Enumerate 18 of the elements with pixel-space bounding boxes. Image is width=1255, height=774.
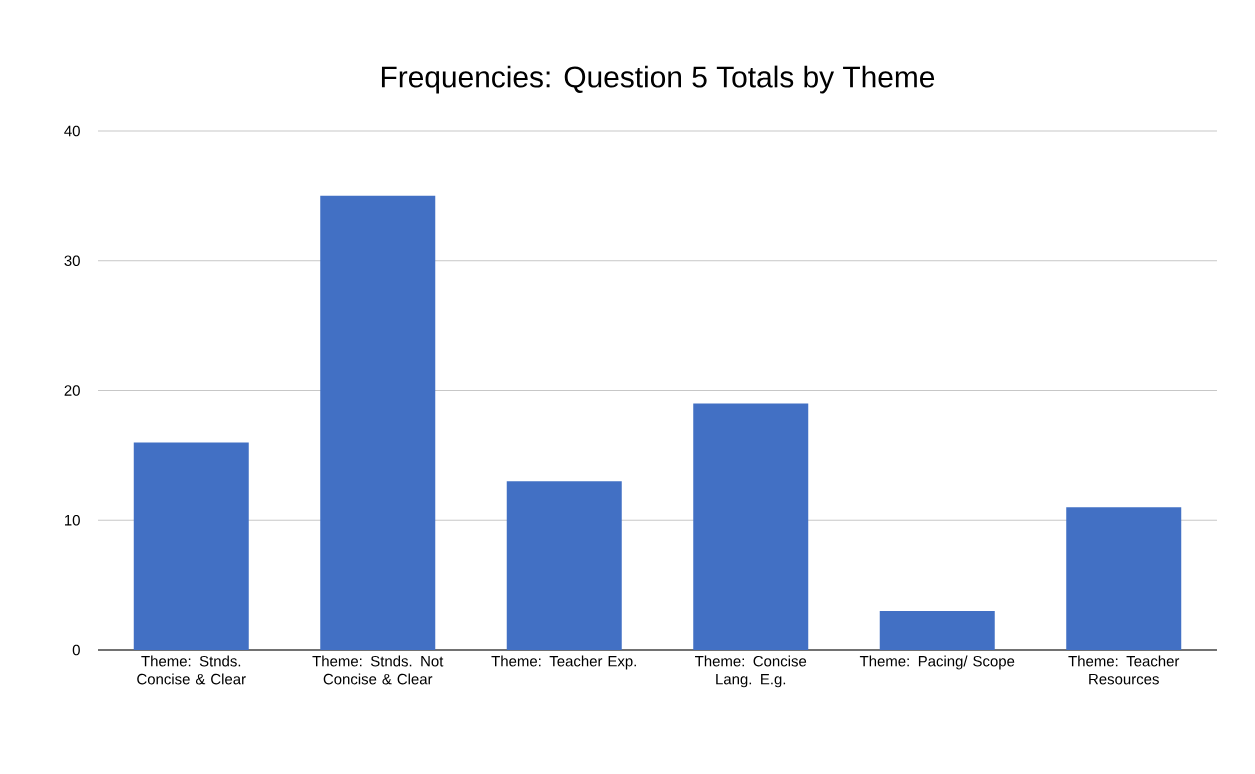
y-tick-label: 40 [64, 125, 80, 137]
bar [133, 442, 249, 650]
y-tick-label: 20 [64, 385, 80, 396]
bar [693, 403, 809, 650]
x-tick-label: Theme: Stnds. Concise & Clear [137, 655, 246, 685]
y-tick-label: 10 [65, 514, 80, 526]
bar [320, 195, 436, 650]
x-tick-label: Theme: Concise Lang. E.g. [695, 655, 807, 688]
x-tick-label: Theme: Stnds. Not Concise & Clear [312, 655, 444, 685]
x-tick-label: Theme: Pacing/ Scope [859, 655, 1015, 670]
y-tick-label: 0 [72, 644, 80, 656]
bar [506, 481, 622, 650]
y-tick-label: 30 [64, 255, 80, 267]
x-tick-label: Theme: Teacher Exp. [491, 655, 636, 670]
x-tick-label: Theme: Teacher Resources [1068, 655, 1180, 685]
bar [879, 611, 995, 650]
chart-title: Frequencies: Question 5 Totals by Theme [381, 65, 935, 94]
bar [1066, 507, 1182, 650]
